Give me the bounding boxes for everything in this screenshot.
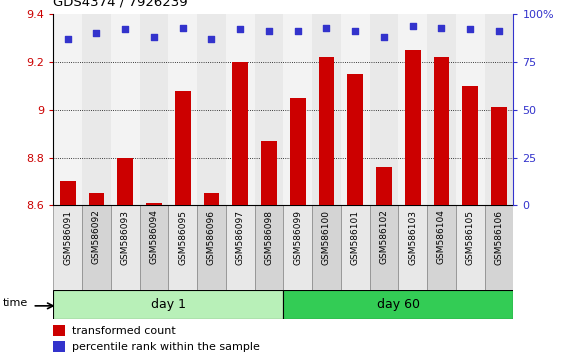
Bar	[456, 205, 485, 290]
Bar	[427, 205, 456, 290]
Text: GSM586093: GSM586093	[121, 210, 130, 264]
Bar	[82, 14, 111, 205]
Bar	[89, 193, 104, 205]
Text: transformed count: transformed count	[72, 326, 176, 336]
Point	[293, 29, 302, 34]
Bar	[255, 14, 283, 205]
Bar	[226, 205, 255, 290]
Text: GSM586101: GSM586101	[351, 210, 360, 264]
Point	[264, 29, 273, 34]
Bar	[398, 205, 427, 290]
Point	[92, 30, 101, 36]
Bar	[283, 205, 312, 290]
Bar	[82, 205, 111, 290]
Text: day 1: day 1	[151, 298, 186, 311]
Point	[408, 23, 417, 28]
Bar	[111, 205, 140, 290]
Bar	[462, 86, 478, 205]
Point	[379, 34, 388, 40]
Bar	[485, 205, 513, 290]
Text: GSM586099: GSM586099	[293, 210, 302, 264]
Bar	[111, 14, 140, 205]
Point	[207, 36, 216, 42]
Bar	[370, 14, 398, 205]
Bar	[232, 62, 248, 205]
Bar	[197, 205, 226, 290]
Bar	[405, 50, 421, 205]
Point	[494, 29, 503, 34]
Text: GSM586095: GSM586095	[178, 210, 187, 264]
Bar	[319, 57, 334, 205]
Bar	[491, 107, 507, 205]
Text: GSM586106: GSM586106	[494, 210, 503, 264]
Bar	[204, 193, 219, 205]
Text: GDS4374 / 7926239: GDS4374 / 7926239	[53, 0, 188, 8]
Point	[149, 34, 158, 40]
Bar	[398, 14, 427, 205]
Bar	[146, 203, 162, 205]
Text: GSM586104: GSM586104	[437, 210, 446, 264]
Text: GSM586091: GSM586091	[63, 210, 72, 264]
Bar	[370, 205, 398, 290]
Bar	[312, 205, 341, 290]
Text: time: time	[3, 298, 28, 308]
Bar	[53, 14, 82, 205]
Bar	[53, 205, 82, 290]
Bar	[341, 14, 370, 205]
Text: GSM586096: GSM586096	[207, 210, 216, 264]
Point	[351, 29, 360, 34]
Text: GSM586100: GSM586100	[322, 210, 331, 264]
Text: GSM586097: GSM586097	[236, 210, 245, 264]
Bar	[341, 205, 370, 290]
Text: day 60: day 60	[377, 298, 420, 311]
Text: GSM586094: GSM586094	[149, 210, 158, 264]
Bar	[261, 141, 277, 205]
Bar	[140, 14, 168, 205]
Bar	[60, 181, 76, 205]
Bar	[53, 325, 65, 336]
Text: GSM586098: GSM586098	[264, 210, 273, 264]
Bar	[283, 290, 513, 319]
Bar	[434, 57, 449, 205]
Bar	[53, 341, 65, 353]
Point	[121, 27, 130, 32]
Bar	[255, 205, 283, 290]
Point	[322, 25, 331, 30]
Point	[178, 25, 187, 30]
Bar	[168, 14, 197, 205]
Text: GSM586105: GSM586105	[466, 210, 475, 264]
Bar	[197, 14, 226, 205]
Bar	[312, 14, 341, 205]
Point	[437, 25, 446, 30]
Text: GSM586092: GSM586092	[92, 210, 101, 264]
Point	[466, 27, 475, 32]
Bar	[53, 290, 283, 319]
Bar	[283, 14, 312, 205]
Bar	[347, 74, 363, 205]
Bar	[226, 14, 255, 205]
Point	[63, 36, 72, 42]
Bar	[376, 167, 392, 205]
Bar	[168, 205, 197, 290]
Bar	[140, 205, 168, 290]
Bar	[175, 91, 191, 205]
Text: GSM586102: GSM586102	[379, 210, 388, 264]
Bar	[485, 14, 513, 205]
Point	[236, 27, 245, 32]
Bar	[290, 98, 306, 205]
Bar	[117, 158, 133, 205]
Bar	[456, 14, 485, 205]
Text: GSM586103: GSM586103	[408, 210, 417, 264]
Bar	[427, 14, 456, 205]
Text: percentile rank within the sample: percentile rank within the sample	[72, 342, 260, 352]
